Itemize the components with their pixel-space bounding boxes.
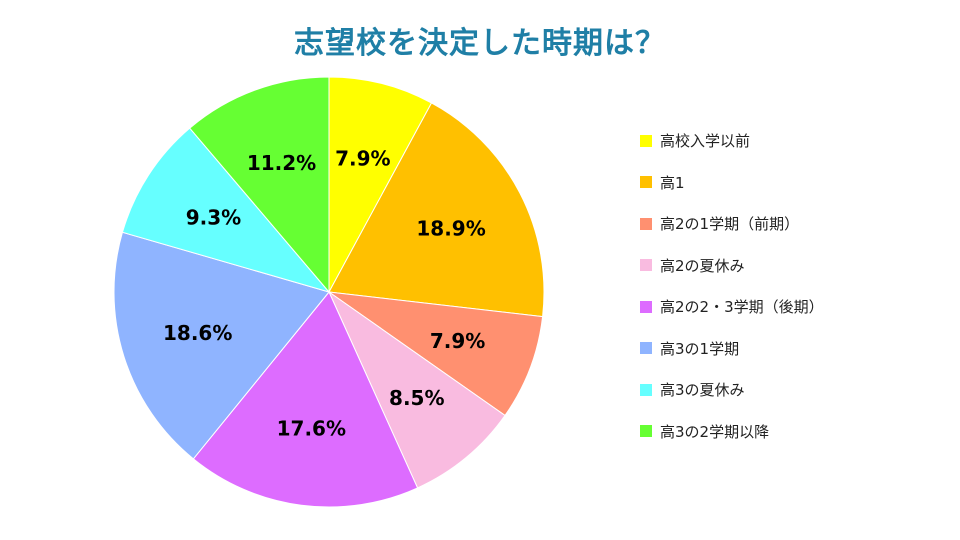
slice-value-label-2: 18.9% — [416, 217, 485, 241]
legend-swatch — [640, 217, 652, 230]
legend-item-1: 高校入学以前 — [640, 120, 824, 162]
slice-value-label-7: 9.3% — [186, 205, 241, 229]
pie-slice-7 — [121, 127, 331, 293]
legend-label: 高2の夏休み — [660, 256, 745, 275]
legend-swatch — [640, 300, 652, 313]
legend-swatch — [640, 383, 652, 396]
legend-swatch — [640, 259, 652, 272]
legend-swatch — [640, 342, 652, 355]
legend-label: 高1 — [660, 173, 685, 192]
chart-title: 志望校を決定した時期は？ — [294, 26, 666, 61]
slice-value-label-8: 11.2% — [247, 151, 316, 175]
legend-item-8: 高3の2学期以降 — [640, 411, 824, 453]
legend-item-7: 高3の夏休み — [640, 369, 824, 411]
legend-swatch — [640, 425, 652, 438]
chart-legend: 高校入学以前 高1 高2の1学期（前期） 高2の夏休み高2の2・3学期（後期） 高3の1… — [640, 120, 824, 452]
legend-label: 高校入学以前 — [660, 132, 751, 151]
legend-label: 高2の2・3学期（後期） — [660, 298, 824, 317]
slice-value-label-6: 18.6% — [163, 321, 232, 345]
pie-slice-6 — [113, 231, 330, 460]
slice-value-label-4: 8.5% — [389, 386, 444, 410]
legend-item-5: 高2の2・3学期（後期） — [640, 286, 824, 328]
pie-slice-1 — [328, 76, 433, 293]
pie-slice-8 — [189, 76, 330, 294]
pie-slice-3 — [328, 291, 544, 417]
legend-swatch — [640, 176, 652, 189]
slice-value-label-5: 17.6% — [277, 416, 346, 440]
legend-item-4: 高2の夏休み — [640, 245, 824, 287]
legend-label: 高3の夏休み — [660, 381, 745, 400]
pie-slice-4 — [327, 290, 506, 489]
legend-swatch — [640, 134, 652, 147]
legend-item-2: 高1 — [640, 162, 824, 204]
slice-value-label-1: 7.9% — [335, 147, 390, 171]
legend-label: 高3の1学期 — [660, 339, 740, 358]
legend-label: 高2の1学期（前期） — [660, 215, 800, 234]
slice-value-label-3: 7.9% — [430, 329, 485, 353]
legend-label: 高3の2学期以降 — [660, 422, 770, 441]
legend-item-3: 高2の1学期（前期） — [640, 203, 824, 245]
legend-item-6: 高3の1学期 — [640, 328, 824, 370]
pie-slice-5 — [192, 291, 419, 508]
pie-slice-2 — [328, 102, 545, 318]
